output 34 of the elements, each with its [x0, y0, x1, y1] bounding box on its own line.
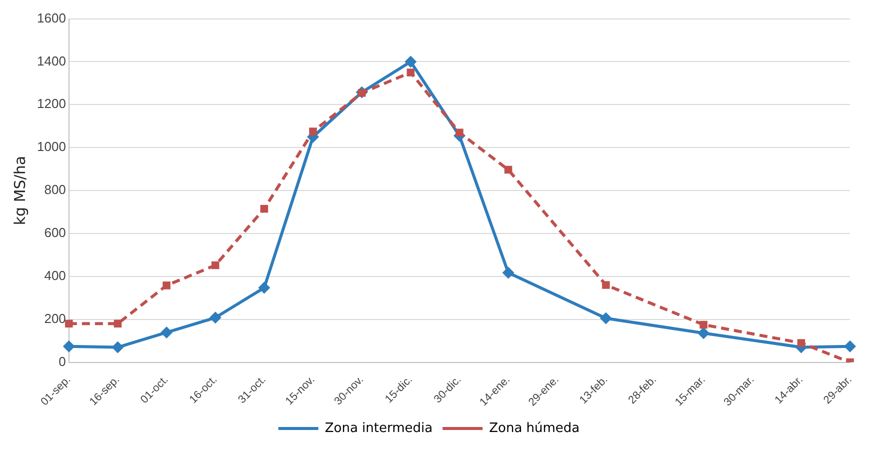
point	[162, 282, 170, 290]
point	[209, 312, 222, 324]
y-tick-label: 600	[44, 225, 66, 240]
point	[62, 340, 75, 352]
point	[504, 166, 512, 174]
y-tick-label: 200	[44, 310, 66, 326]
point	[698, 327, 710, 340]
point	[797, 339, 806, 347]
point	[260, 204, 268, 213]
point	[602, 281, 610, 289]
point	[600, 312, 612, 324]
y-tick-label: 1200	[37, 96, 66, 112]
legend-label: Zona intermedia	[324, 420, 433, 436]
point	[160, 326, 173, 338]
y-axis-title: kg MS/ha	[10, 156, 29, 226]
y-tick-label: 1600	[37, 10, 66, 26]
legend-label: Zona húmeda	[489, 420, 580, 436]
point	[114, 320, 122, 328]
point	[112, 341, 124, 354]
point	[844, 340, 856, 352]
point	[258, 282, 270, 294]
point	[309, 128, 317, 136]
y-tick-label: 0	[58, 354, 66, 369]
point	[211, 261, 220, 270]
y-tick-label: 1400	[37, 53, 66, 68]
point	[65, 320, 73, 328]
y-tick-label: 400	[44, 268, 66, 283]
point	[700, 320, 708, 329]
point	[502, 266, 514, 279]
point	[404, 56, 417, 68]
point	[406, 68, 415, 76]
y-tick-label: 1000	[37, 139, 66, 154]
y-tick-label: 800	[44, 182, 66, 198]
point	[456, 128, 464, 136]
